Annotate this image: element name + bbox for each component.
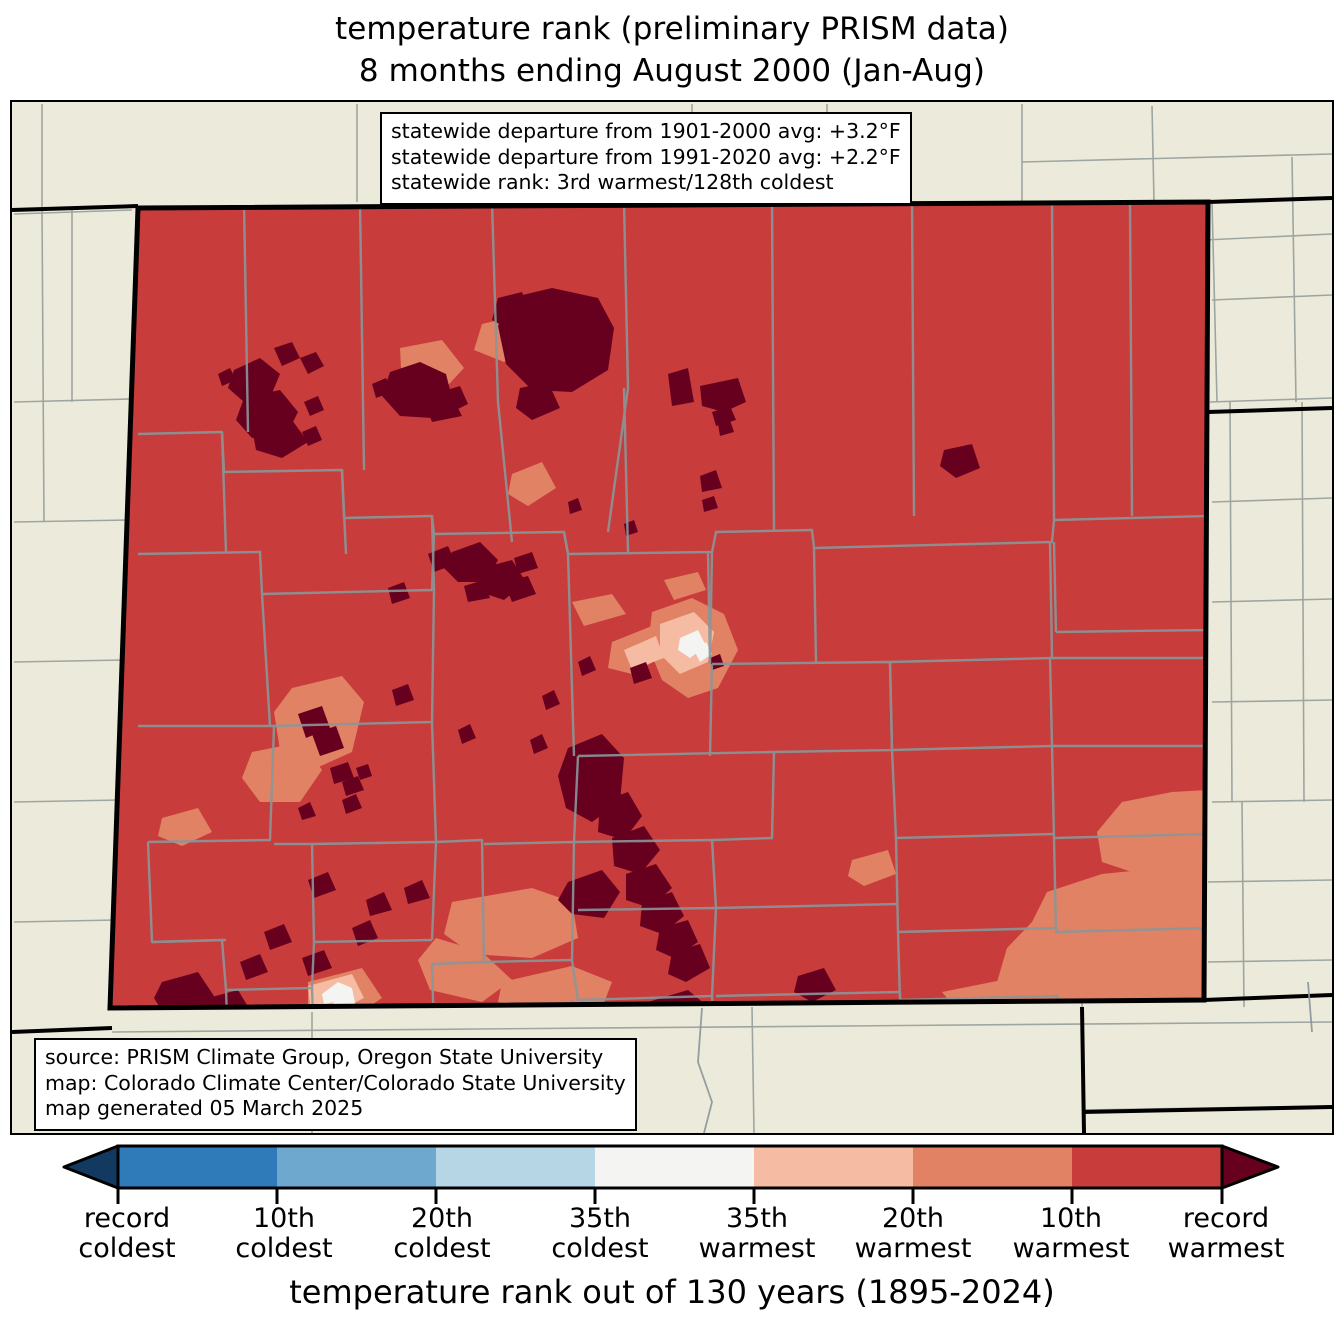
colorado-temperature-rank-map <box>12 102 1332 1133</box>
colorado-county-lines <box>137 202 1208 1008</box>
colorbar-tick-labels: record coldest 10th coldest 20th coldest… <box>0 1204 1344 1266</box>
colorbar-band-5 <box>754 1146 913 1188</box>
colorbar-band-6 <box>913 1146 1072 1188</box>
stat-departure-1991-2020: statewide departure from 1991-2020 avg: … <box>391 144 901 169</box>
source-line: source: PRISM Climate Group, Oregon Stat… <box>45 1045 604 1069</box>
class-neutral-fill <box>322 630 712 1008</box>
map-credit-line: map: Colorado Climate Center/Colorado St… <box>45 1070 626 1095</box>
colorbar-tick-label-0: record coldest <box>78 1203 176 1264</box>
colorbar-tick-label-7: record warmest <box>1167 1203 1285 1264</box>
map-generated-line: map generated 05 March 2025 <box>45 1096 364 1120</box>
colorbar-band-2 <box>277 1146 436 1188</box>
colorbar-tick-label-1: 10th coldest <box>235 1203 333 1264</box>
colorbar-cap-record-coldest <box>62 1144 120 1190</box>
colorbar-ticks <box>116 1188 1224 1204</box>
colorbar-tick-label-6: 10th warmest <box>1012 1203 1130 1264</box>
colorbar-band-1 <box>118 1146 277 1188</box>
colorbar-tick-label-4: 35th warmest <box>698 1203 816 1264</box>
colorbar-cap-record-warmest <box>1220 1144 1280 1190</box>
page-title: temperature rank (preliminary PRISM data… <box>0 8 1344 92</box>
colorbar-band-7 <box>1072 1146 1222 1188</box>
colorbar-caption: temperature rank out of 130 years (1895-… <box>289 1273 1055 1311</box>
title-line-2: 8 months ending August 2000 (Jan-Aug) <box>358 53 986 89</box>
colorbar-outline <box>116 1144 1224 1190</box>
rank-shading <box>110 202 1208 1008</box>
colorbar-band-3 <box>436 1146 595 1188</box>
colorbar <box>0 1138 1344 1208</box>
statewide-stats-box: statewide departure from 1901-2000 avg: … <box>380 112 912 205</box>
stat-departure-1901-2000: statewide departure from 1901-2000 avg: … <box>391 119 901 143</box>
map-panel: statewide departure from 1901-2000 avg: … <box>10 100 1334 1135</box>
source-box: source: PRISM Climate Group, Oregon Stat… <box>34 1038 637 1131</box>
title-line-1: temperature rank (preliminary PRISM data… <box>334 11 1010 47</box>
neighbor-state-borders <box>12 196 1332 1133</box>
colorbar-tick-label-5: 20th warmest <box>854 1203 972 1264</box>
stat-statewide-rank: statewide rank: 3rd warmest/128th coldes… <box>391 170 834 194</box>
colorbar-band-4 <box>595 1146 754 1188</box>
colorbar-tick-label-2: 20th coldest <box>393 1203 491 1264</box>
colorbar-tick-label-3: 35th coldest <box>551 1203 649 1264</box>
colorbar-svg <box>62 1144 1280 1204</box>
river-lines <box>697 981 1313 1133</box>
